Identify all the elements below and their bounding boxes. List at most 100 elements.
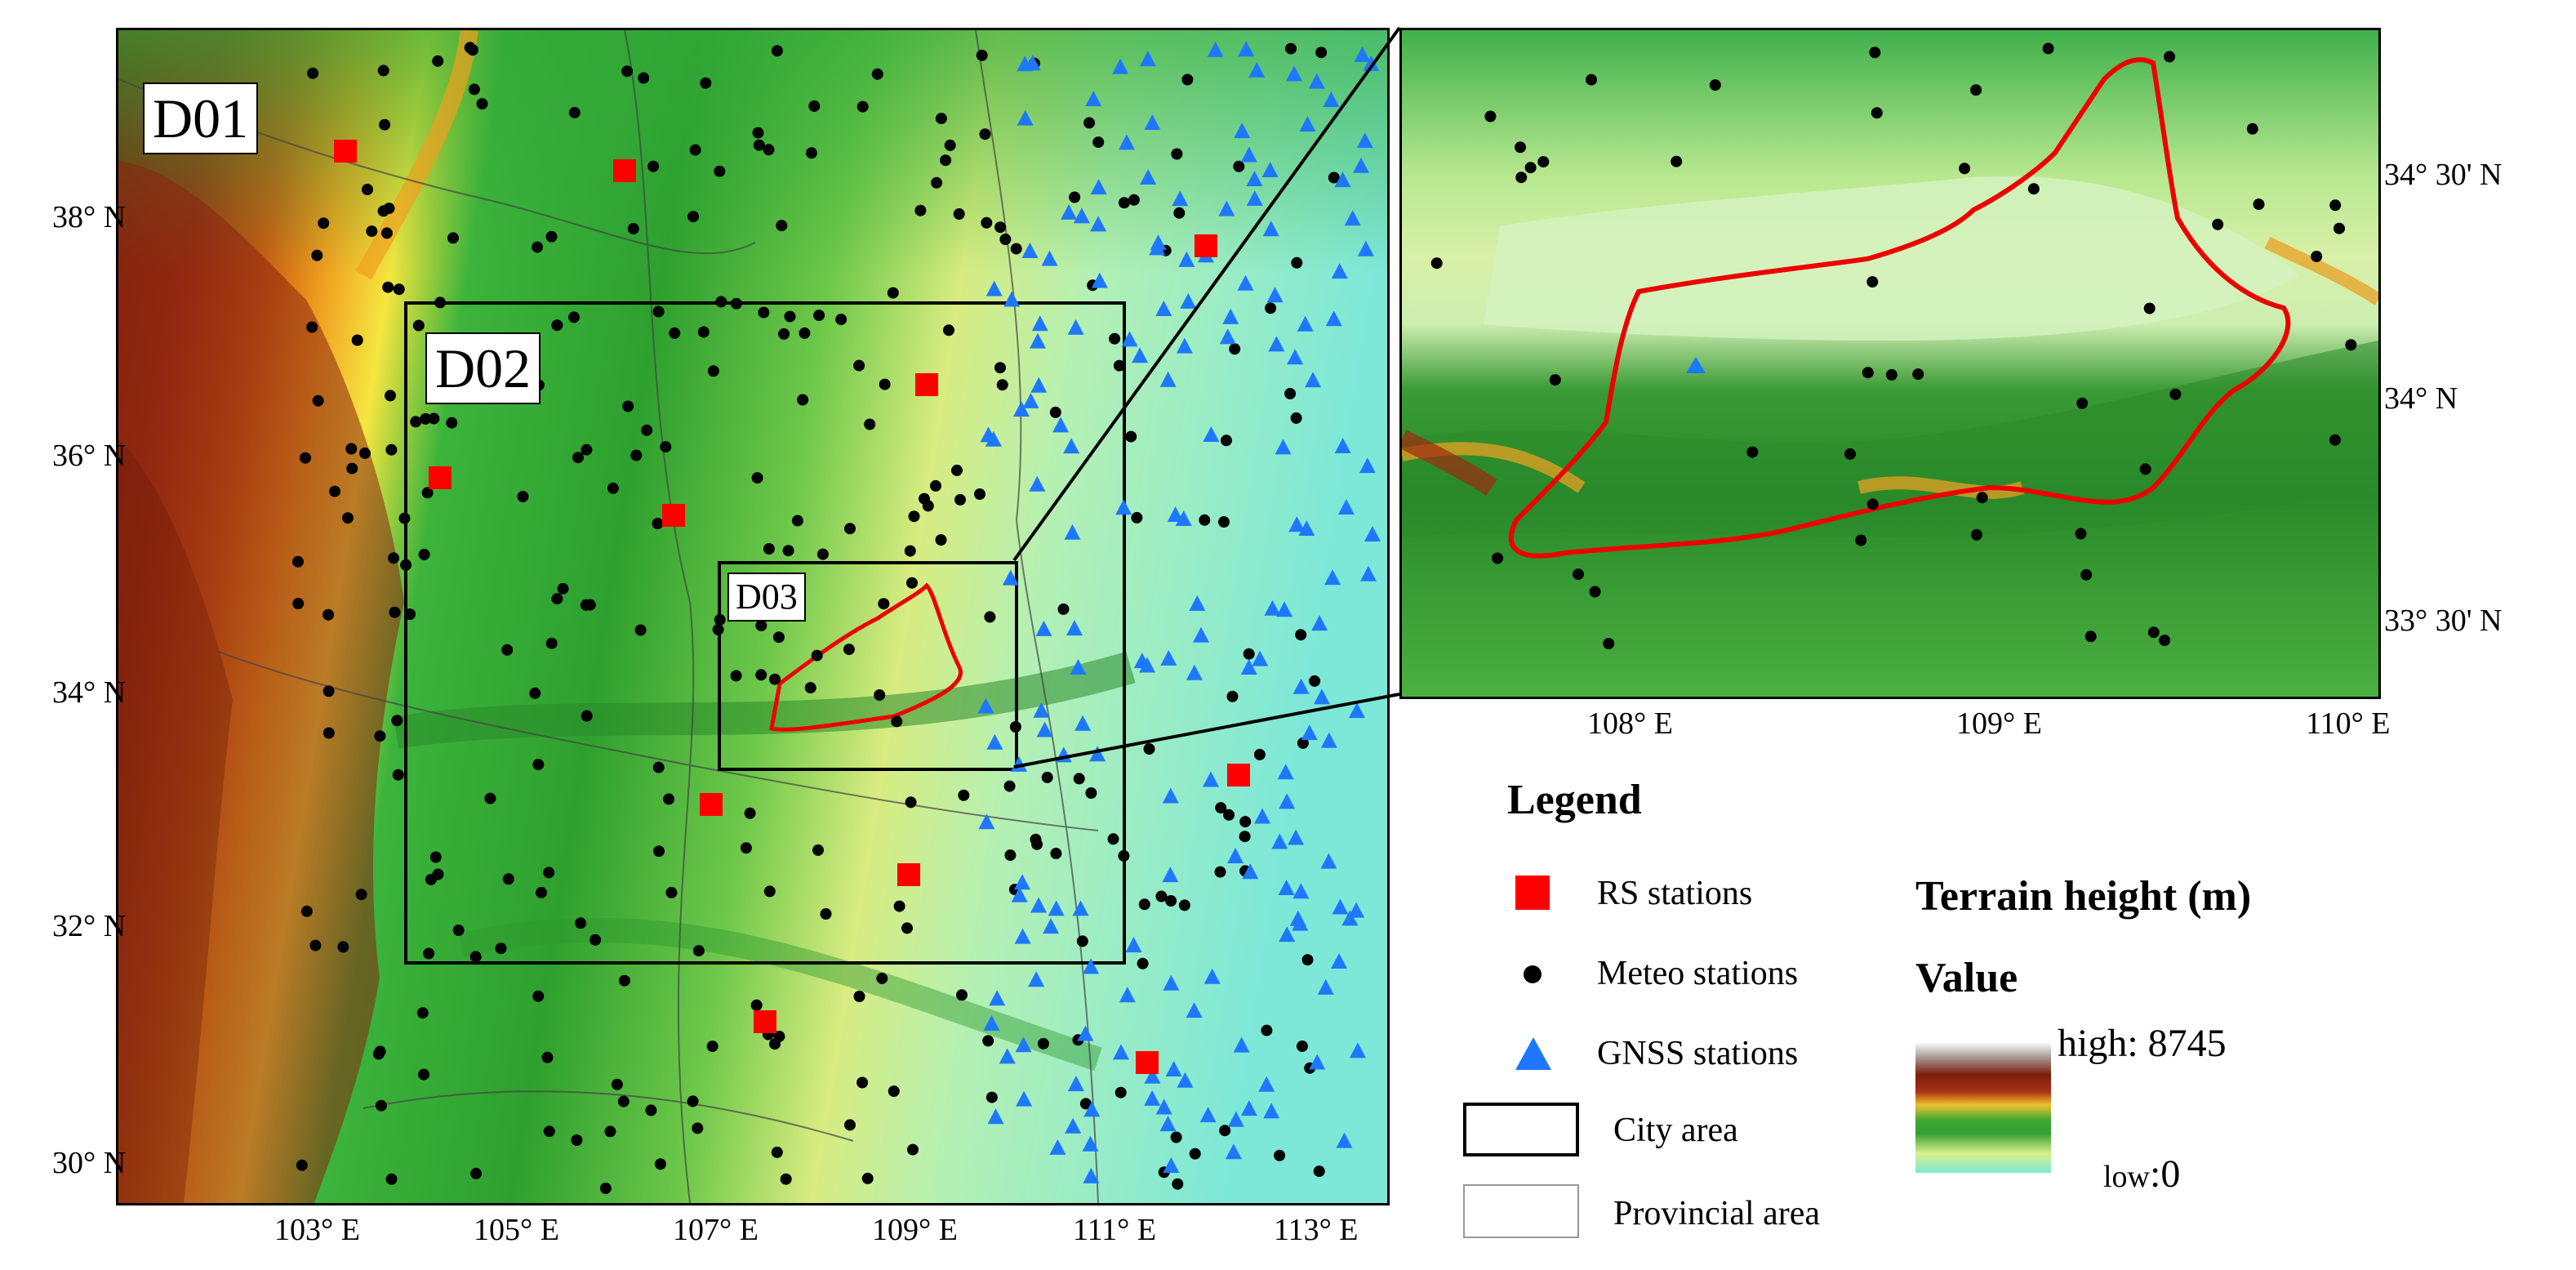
meteo-station <box>1515 141 1526 154</box>
meteo-station <box>904 545 916 557</box>
meteo-station <box>1295 629 1307 641</box>
legend-item-label: RS stations <box>1597 875 1753 912</box>
gnss-station <box>1263 1103 1280 1119</box>
meteo-station <box>1328 172 1340 184</box>
meteo-station <box>568 106 581 118</box>
gnss-station <box>1085 91 1102 107</box>
meteo-station <box>791 515 803 527</box>
meteo-station <box>469 951 482 963</box>
meteo-station <box>1296 1041 1308 1052</box>
meteo-station <box>874 689 886 701</box>
qinling-ridge <box>393 651 1136 749</box>
meteo-station <box>1290 412 1302 424</box>
meteo-station <box>400 559 412 571</box>
meteo-station <box>323 727 335 739</box>
meteo-station <box>1573 568 1584 581</box>
meteo-station <box>432 55 444 67</box>
meteo-station <box>999 234 1012 245</box>
meteo-station <box>543 867 555 879</box>
gnss-station <box>1177 1072 1194 1088</box>
meteo-station <box>329 485 340 497</box>
meteo-station <box>375 1099 387 1112</box>
meteo-station <box>2345 339 2357 351</box>
meteo-station <box>2329 199 2342 212</box>
gnss-station <box>1203 968 1221 984</box>
main-lon-tick: 111° E <box>1073 1213 1157 1247</box>
meteo-station <box>1515 172 1528 184</box>
meteo-station <box>985 1091 998 1103</box>
inset-map[interactable] <box>1399 28 2381 699</box>
gnss-station <box>1222 308 1239 324</box>
main-map[interactable]: D01 D02 D03 <box>116 28 1390 1205</box>
meteo-station <box>355 889 367 901</box>
meteo-station <box>1285 42 1297 55</box>
meteo-station <box>1866 498 1879 510</box>
gnss-station <box>1159 371 1177 387</box>
inset-lat-tick: 33° 30' N <box>2384 604 2503 638</box>
meteo-station <box>2159 635 2171 646</box>
gnss-station <box>1012 401 1030 417</box>
meteo-station <box>652 305 665 318</box>
main-lon-tick: 113° E <box>1274 1213 1359 1247</box>
meteo-station <box>954 493 966 506</box>
meteo-station <box>532 759 545 771</box>
gnss-station <box>1030 377 1048 393</box>
meteo-station <box>820 908 832 920</box>
meteo-station <box>1313 1165 1325 1178</box>
meteo-station <box>1114 1086 1127 1098</box>
terrain-low-label: low:0 <box>2103 1152 2180 1196</box>
gnss-station <box>1036 721 1053 737</box>
meteo-station <box>1079 1098 1092 1110</box>
gnss-station <box>1011 886 1028 902</box>
gnss-station <box>1331 263 1348 279</box>
meteo-station <box>652 518 664 529</box>
gnss-station <box>1052 417 1070 433</box>
meteo-station <box>1746 446 1759 458</box>
west-plateau <box>118 161 404 1203</box>
gnss-station <box>1083 1101 1101 1117</box>
meteo-station <box>1199 514 1211 526</box>
gnss-station <box>1063 438 1080 454</box>
city-boundary-main <box>769 582 963 732</box>
meteo-station <box>1976 492 1988 504</box>
meteo-station <box>1291 256 1303 269</box>
gnss-station <box>1341 910 1359 926</box>
legend: Legend RS stations Meteo stations GNSS s… <box>1462 776 2572 1266</box>
meteo-station <box>607 482 619 494</box>
gnss-station <box>1246 190 1263 207</box>
meteo-station <box>382 281 394 293</box>
meteo-station <box>1170 1131 1182 1143</box>
meteo-station <box>707 365 719 377</box>
gnss-station <box>1308 73 1325 89</box>
meteo-station <box>342 512 354 524</box>
meteo-station <box>434 296 447 309</box>
meteo-station <box>714 613 726 626</box>
gnss-station <box>1073 207 1090 224</box>
gnss-station <box>1031 315 1048 332</box>
rs-station <box>700 793 723 816</box>
meteo-station <box>1118 197 1130 209</box>
meteo-station <box>1226 690 1239 702</box>
meteo-station <box>778 328 790 340</box>
meteo-station <box>1073 773 1085 785</box>
meteo-station <box>1085 787 1097 799</box>
gnss-station <box>1276 601 1293 617</box>
meteo-station <box>1125 430 1137 443</box>
inset-gnss-stations <box>1686 357 1706 373</box>
gnss-station <box>1336 1132 1353 1148</box>
rs-station <box>429 466 452 489</box>
gnss-station <box>1686 357 1706 373</box>
meteo-station <box>2246 123 2258 135</box>
meteo-station <box>428 412 440 425</box>
meteo-station <box>502 873 514 885</box>
meteo-station <box>311 249 323 261</box>
terrain-low-text: low <box>2103 1160 2150 1194</box>
gnss-station <box>1048 900 1065 916</box>
meteo-station <box>300 905 313 917</box>
inset-red-peak <box>1402 430 1497 497</box>
meteo-station <box>618 974 630 987</box>
meteo-station <box>1218 516 1230 528</box>
meteo-station <box>2143 302 2156 314</box>
meteo-station <box>536 886 547 898</box>
gnss-station <box>1049 1139 1066 1155</box>
